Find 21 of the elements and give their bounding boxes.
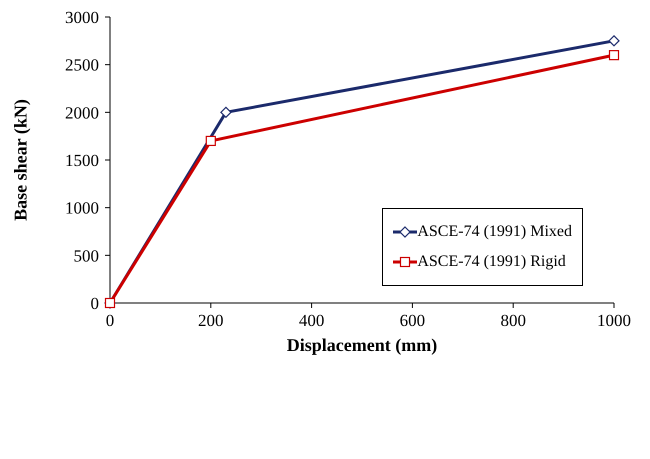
point bbox=[206, 136, 216, 146]
x-tick-label: 400 bbox=[298, 311, 324, 330]
y-tick-label: 1000 bbox=[65, 198, 99, 218]
point bbox=[608, 50, 620, 60]
x-tick-label: 1000 bbox=[597, 311, 631, 330]
x-tick-label: 200 bbox=[198, 311, 224, 330]
x-tick-label: 600 bbox=[400, 311, 426, 330]
point bbox=[608, 35, 620, 46]
y-tick-label: 0 bbox=[90, 294, 99, 314]
point bbox=[220, 106, 232, 118]
y-tick-label: 2000 bbox=[65, 103, 99, 122]
y-tick-label: 3000 bbox=[65, 8, 99, 28]
y-axis-title: Base shear (kN) bbox=[10, 99, 30, 221]
y-tick-label: 1500 bbox=[65, 151, 99, 170]
legend-label: ASCE-74 (1991) Rigid bbox=[417, 253, 566, 271]
legend-label: ASCE-74 (1991) Mixed bbox=[417, 223, 572, 241]
x-tick-label: 800 bbox=[500, 311, 526, 330]
x-tick-label: 0 bbox=[106, 311, 114, 330]
x-axis-title: Displacement (mm) bbox=[286, 335, 438, 355]
y-tick-label: 2500 bbox=[65, 56, 99, 75]
y-tick-label: 500 bbox=[74, 246, 99, 266]
